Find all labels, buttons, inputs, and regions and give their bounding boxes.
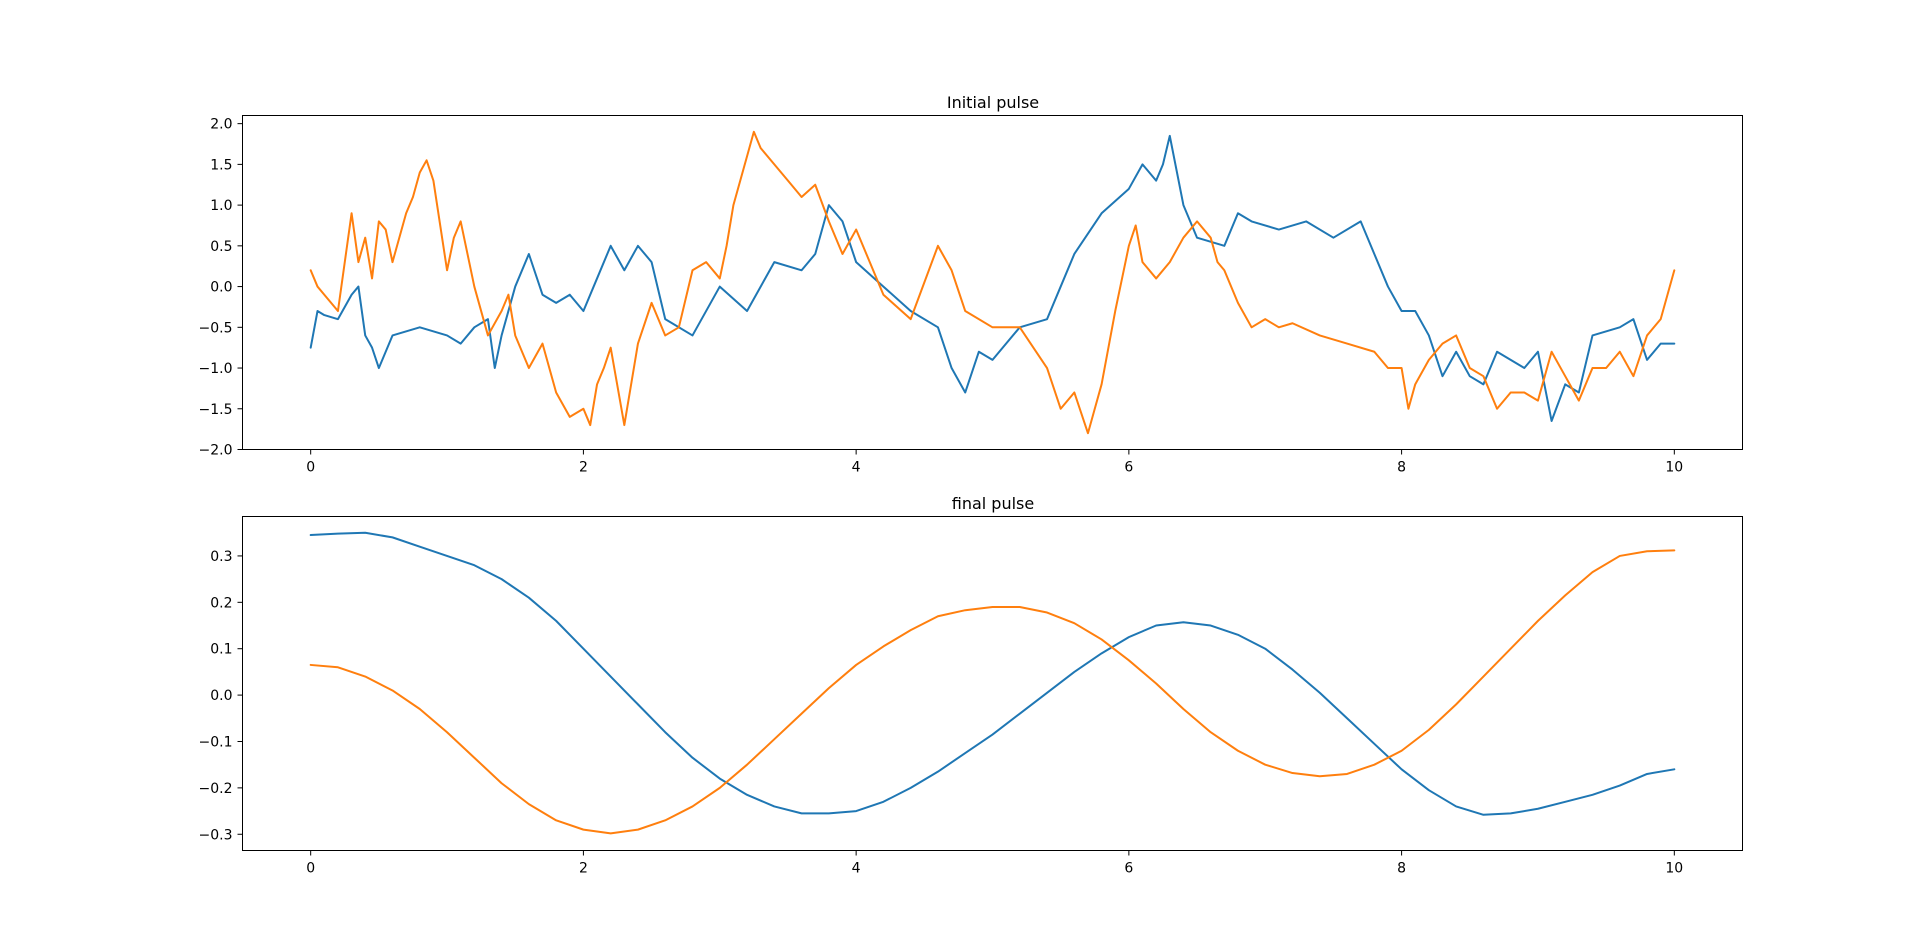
- initial-pulse-y-tick-label: 1.0: [210, 198, 232, 214]
- initial-pulse-y-tick-label: −1.5: [199, 402, 233, 418]
- final-pulse-blue-series-line: [309, 531, 1676, 816]
- final-pulse-title: final pulse: [952, 494, 1034, 513]
- initial-pulse-y-tick-label: 2.0: [210, 117, 232, 133]
- initial-pulse-y-tick-label: 0.0: [210, 280, 232, 296]
- initial-pulse-y-tick-label: −0.5: [199, 320, 233, 336]
- final-pulse-y-tick-label: 0.1: [210, 642, 232, 658]
- final-pulse-frame: [242, 516, 1743, 851]
- final-pulse-x-tick-label: 0: [306, 861, 315, 877]
- initial-pulse-x-tick-label: 4: [852, 460, 861, 476]
- initial-pulse-y-tick-label: −1.0: [199, 361, 233, 377]
- final-pulse-x-tick-label: 10: [1665, 861, 1683, 877]
- initial-pulse-x-tick-label: 6: [1124, 460, 1133, 476]
- final-pulse-y-tick-label: −0.1: [199, 734, 233, 750]
- initial-pulse-x-tick-label: 8: [1397, 460, 1406, 476]
- final-pulse-x-tick-label: 4: [852, 861, 861, 877]
- final-pulse-plot-area: [309, 531, 1676, 835]
- final-pulse-axes: final pulse 0 2 4 6 8 10 −0.3 −0.2 −0.1 0.0 0.1 0.…: [199, 494, 1743, 877]
- initial-pulse-y-tick-label: −2.0: [199, 443, 233, 459]
- final-pulse-y-tick-label: 0.2: [210, 595, 232, 611]
- initial-pulse-frame: [242, 115, 1743, 450]
- final-pulse-y-tick-label: −0.2: [199, 781, 233, 797]
- initial-pulse-x-tick-label: 10: [1665, 460, 1683, 476]
- final-pulse-y-tick-label: 0.3: [210, 549, 232, 565]
- initial-pulse-x-tick-label: 0: [306, 460, 315, 476]
- final-pulse-y-tick-label: 0.0: [210, 688, 232, 704]
- final-pulse-x-tick-label: 2: [579, 861, 588, 877]
- final-pulse-x-tick-label: 8: [1397, 861, 1406, 877]
- initial-pulse-x-ticks: 0 2 4 6 8 10: [306, 449, 1683, 476]
- final-pulse-orange-series-line: [309, 549, 1676, 835]
- initial-pulse-title: Initial pulse: [947, 93, 1039, 112]
- initial-pulse-x-tick-label: 2: [579, 460, 588, 476]
- final-pulse-x-ticks: 0 2 4 6 8 10: [306, 850, 1683, 877]
- initial-pulse-plot-area: [309, 130, 1676, 435]
- initial-pulse-y-tick-label: 1.5: [210, 157, 232, 173]
- initial-pulse-y-ticks: −2.0 −1.5 −1.0 −0.5 0.0 0.5 1.0 1.5 2.0: [199, 117, 243, 459]
- initial-pulse-blue-series-line: [309, 134, 1676, 422]
- initial-pulse-axes: Initial pulse 0 2 4 6 8 10 −2.0 −1.5 −1.0 −0.5 0.…: [199, 93, 1743, 476]
- final-pulse-y-tick-label: −0.3: [199, 827, 233, 843]
- initial-pulse-y-tick-label: 0.5: [210, 239, 232, 255]
- final-pulse-x-tick-label: 6: [1124, 861, 1133, 877]
- initial-pulse-orange-series-line: [309, 130, 1676, 435]
- final-pulse-y-ticks: −0.3 −0.2 −0.1 0.0 0.1 0.2 0.3: [199, 549, 243, 843]
